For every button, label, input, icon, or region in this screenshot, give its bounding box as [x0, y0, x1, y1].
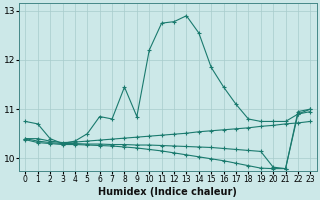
X-axis label: Humidex (Indice chaleur): Humidex (Indice chaleur) — [98, 187, 237, 197]
